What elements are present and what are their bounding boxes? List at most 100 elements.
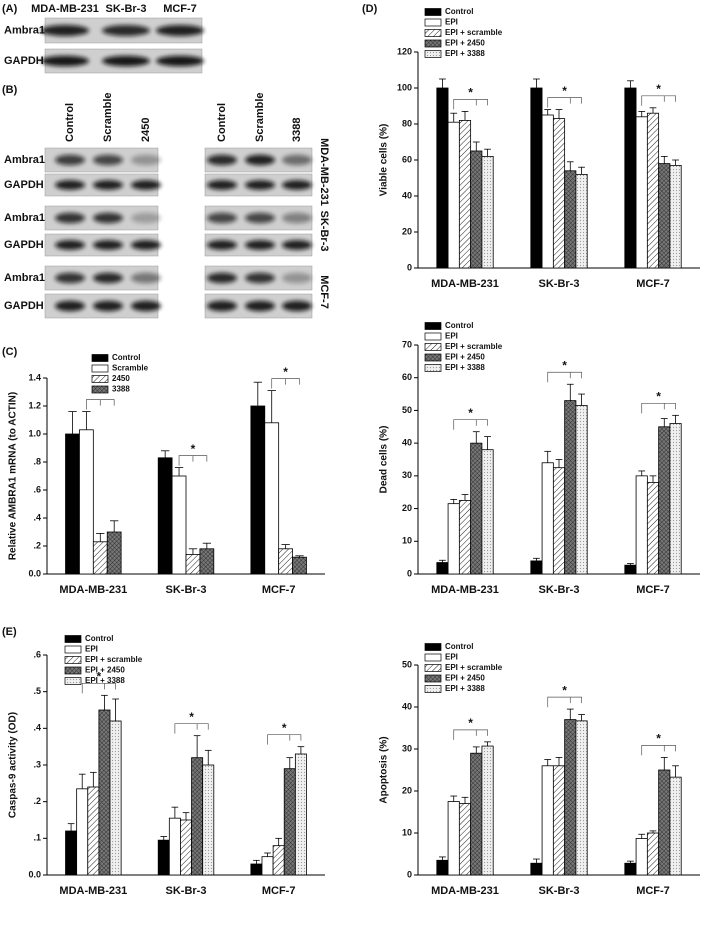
- bar: [458, 803, 472, 876]
- y-tick-label: 1.4: [28, 372, 41, 382]
- blot-row-label: GAPDH: [4, 239, 44, 251]
- bar: [98, 709, 111, 876]
- y-tick-label: 60: [402, 154, 412, 164]
- significance-bracket: [271, 378, 300, 389]
- blot-band: [131, 180, 161, 190]
- y-tick-label: 40: [402, 438, 412, 448]
- blot-band: [207, 180, 237, 190]
- significance-star: *: [562, 84, 567, 98]
- legend-label: Control: [85, 634, 113, 643]
- panel-label: (E): [2, 626, 17, 638]
- blot-cell-line-label: MCF-7: [318, 275, 330, 309]
- significance-bracket: [86, 399, 115, 410]
- legend-swatch: [424, 674, 442, 683]
- bar: [294, 753, 307, 876]
- legend-label: EPI + 2450: [445, 39, 485, 48]
- blot-band: [131, 240, 161, 250]
- blot-row-label: Ambra1: [4, 154, 45, 166]
- blot-column-label: SK-Br-3: [106, 3, 147, 15]
- x-tick-label: MCF-7: [636, 584, 670, 596]
- blot-band: [282, 154, 312, 166]
- y-axis-label: Apoptosis (%): [379, 736, 390, 803]
- legend-swatch: [424, 39, 442, 48]
- blot-band: [282, 180, 312, 190]
- legend-swatch: [64, 666, 82, 675]
- legend-swatch: [424, 29, 442, 37]
- y-axis-label: Relative AMBRA1 mRNA (to ACTIN): [8, 392, 19, 560]
- y-tick-label: .6: [33, 649, 41, 659]
- y-tick-label: 70: [402, 339, 412, 349]
- bar: [541, 765, 554, 876]
- blot-band: [93, 300, 123, 312]
- y-tick-label: .4: [33, 723, 41, 733]
- bar: [624, 87, 637, 269]
- bar: [481, 745, 494, 876]
- blot-band: [93, 272, 123, 284]
- significance-star: *: [283, 365, 288, 379]
- y-tick-label: .6: [33, 484, 41, 494]
- significance-star: *: [191, 442, 196, 456]
- bar: [564, 400, 577, 575]
- blot-band: [131, 300, 161, 312]
- legend-label: EPI: [445, 332, 458, 341]
- y-tick-label: .5: [33, 686, 41, 696]
- significance-star: *: [282, 721, 287, 735]
- bar: [278, 548, 293, 575]
- bar: [646, 112, 660, 269]
- bar: [646, 481, 660, 575]
- significance-star: *: [562, 358, 567, 372]
- legend-label: Control: [445, 321, 473, 330]
- legend-label: EPI + 3388: [445, 49, 485, 58]
- y-tick-label: 0: [407, 262, 412, 272]
- blot-column-label: Scramble: [102, 92, 114, 142]
- y-tick-label: 40: [402, 190, 412, 200]
- blot-band: [207, 240, 237, 250]
- legend-swatch: [424, 643, 442, 651]
- x-tick-label: SK-Br-3: [166, 885, 207, 897]
- y-tick-label: 50: [402, 659, 412, 669]
- bar: [250, 863, 263, 876]
- blot-row-label: Ambra1: [4, 212, 45, 224]
- y-tick-label: .2: [33, 796, 41, 806]
- blot-band: [55, 212, 85, 224]
- blot-band: [245, 212, 275, 224]
- blot-band: [282, 240, 312, 250]
- bar: [458, 499, 472, 575]
- blot-band: [55, 240, 85, 250]
- bar: [250, 405, 266, 575]
- bar: [157, 839, 170, 876]
- y-tick-label: 50: [402, 405, 412, 415]
- blot-row-label: Ambra1: [4, 24, 45, 36]
- blot-band: [55, 300, 85, 312]
- y-tick-label: .2: [33, 540, 41, 550]
- blot-band: [245, 240, 275, 250]
- y-tick-label: 0: [407, 568, 412, 578]
- significance-star: *: [656, 390, 661, 404]
- bar: [65, 830, 78, 876]
- bar: [658, 163, 671, 269]
- y-tick-label: 10: [402, 536, 412, 546]
- blot-band: [207, 154, 237, 166]
- bar: [552, 118, 566, 269]
- bar: [65, 433, 80, 575]
- legend-label: EPI + 2450: [445, 353, 485, 362]
- bar: [436, 87, 449, 269]
- blot-band: [55, 180, 85, 190]
- legend-swatch: [64, 635, 82, 643]
- x-tick-label: SK-Br-3: [166, 584, 207, 596]
- bar: [470, 442, 483, 575]
- blot-row-label: GAPDH: [4, 55, 44, 67]
- blot-band: [102, 55, 150, 67]
- x-tick-label: MCF-7: [262, 885, 296, 897]
- bar: [541, 462, 554, 575]
- blot-band: [93, 154, 123, 166]
- bar: [635, 838, 648, 876]
- blot-column-label: Control: [216, 103, 228, 142]
- bar: [575, 720, 588, 876]
- legend-label: 3388: [112, 385, 130, 394]
- y-axis-label: Dead cells (%): [379, 426, 390, 494]
- bar: [199, 548, 215, 575]
- blot-column-label: MDA-MB-231: [31, 3, 99, 15]
- legend-swatch: [424, 18, 442, 27]
- significance-bracket: [174, 723, 209, 734]
